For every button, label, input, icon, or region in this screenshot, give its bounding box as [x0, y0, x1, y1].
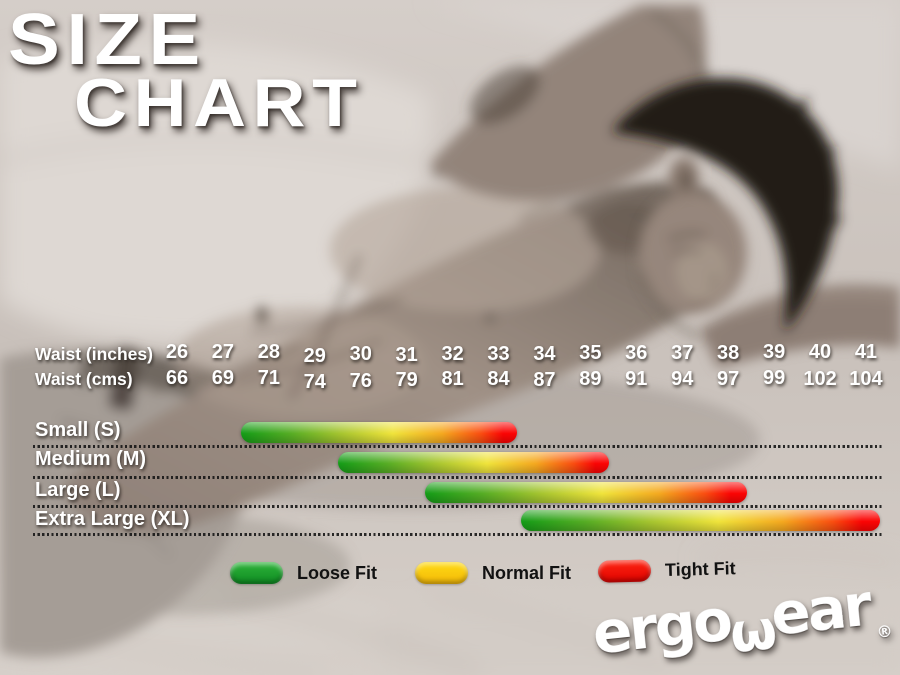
size-range-bar [337, 452, 609, 473]
waist-cms-value: 102 [803, 368, 837, 390]
waist-cms-label: Waist (cms) [35, 369, 133, 389]
waist-cms-value: 71 [257, 367, 280, 389]
size-range-bar [521, 510, 880, 531]
legend-label: Normal Fit [482, 562, 572, 583]
size-row-label: Extra Large (XL) [35, 508, 190, 530]
legend-label: Tight Fit [664, 557, 736, 580]
page-title-line1: SIZE [8, 0, 207, 80]
waist-cms-value: 79 [395, 369, 418, 391]
legend-item: Normal Fit [415, 562, 571, 584]
size-row-label: Medium (M) [35, 448, 147, 470]
waist-inches-value: 39 [762, 341, 786, 363]
page-title-line2: CHART [74, 65, 364, 141]
logo-text-ear: ear [767, 570, 873, 649]
waist-inches-value: 28 [257, 341, 280, 363]
size-range-bar [425, 482, 747, 503]
legend-label: Loose Fit [297, 562, 377, 583]
waist-inches-value: 31 [395, 344, 418, 366]
waist-cms-value: 76 [349, 370, 372, 392]
waist-cms-value: 69 [211, 367, 235, 389]
waist-inches-value: 37 [671, 342, 694, 364]
waist-cms-value: 94 [671, 368, 694, 390]
waist-cms-value: 87 [533, 369, 556, 391]
waist-cms-value: 104 [849, 368, 883, 390]
waist-inches-value: 32 [441, 343, 464, 365]
waist-inches-value: 38 [717, 342, 740, 364]
waist-cms-value: 89 [579, 368, 602, 390]
legend-swatch [415, 562, 468, 584]
waist-inches-value: 33 [487, 343, 510, 365]
waist-inches-value: 41 [854, 341, 878, 363]
size-row-label: Large (L) [35, 479, 121, 501]
size-row-label: Small (S) [35, 419, 121, 441]
legend-item: Loose Fit [230, 562, 377, 584]
dotted-divider [33, 505, 882, 508]
waist-inches-value: 27 [211, 341, 235, 363]
legend-swatch [597, 559, 652, 583]
waist-inches-value: 29 [303, 345, 326, 367]
logo-omega-w: ω [726, 597, 777, 666]
dotted-divider [33, 476, 882, 479]
size-range-bar [241, 422, 517, 443]
dotted-divider [33, 533, 882, 536]
waist-cms-value: 84 [487, 368, 510, 390]
waist-cms-value: 66 [165, 367, 189, 389]
dotted-divider [33, 445, 882, 448]
waist-cms-value: 91 [625, 368, 648, 390]
waist-cms-value: 99 [762, 367, 786, 389]
waist-inches-value: 35 [579, 342, 602, 364]
waist-inches-value: 34 [533, 343, 556, 365]
waist-cms-value: 97 [717, 368, 740, 390]
waist-inches-value: 36 [625, 342, 648, 364]
waist-cms-value: 81 [441, 368, 464, 390]
legend-swatch [230, 562, 283, 584]
waist-inches-value: 40 [808, 341, 832, 363]
waist-inches-value: 26 [165, 341, 189, 363]
registered-trademark-icon: ® [875, 621, 894, 642]
waist-cms-value: 74 [303, 371, 326, 393]
logo-text-ergo: ergo [589, 585, 733, 668]
waist-inches-label: Waist (inches) [35, 344, 153, 364]
waist-inches-value: 30 [349, 343, 372, 365]
legend-item: Tight Fit [597, 557, 736, 583]
